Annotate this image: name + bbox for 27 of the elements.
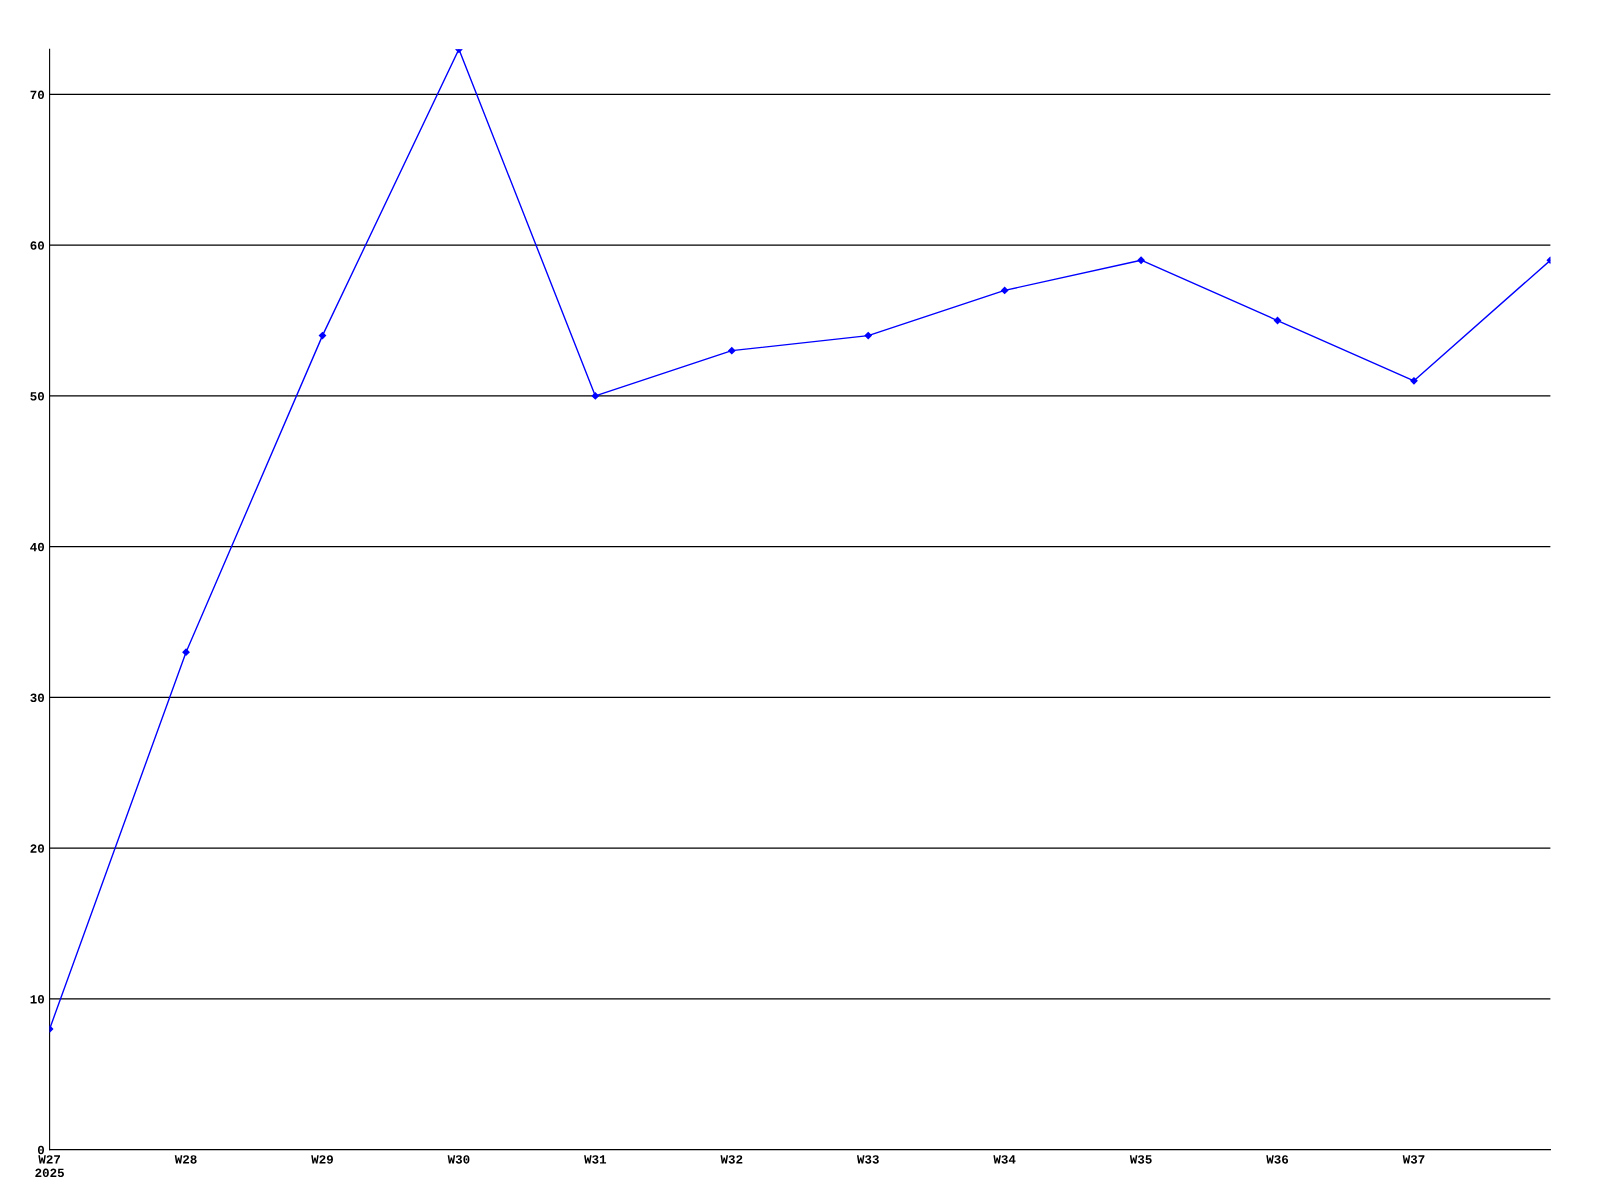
point xyxy=(728,347,736,355)
x-tick-label: W28 xyxy=(174,1155,197,1164)
x-tick-label: W27 2025 xyxy=(35,1155,64,1178)
point xyxy=(318,331,327,340)
point xyxy=(1137,256,1145,264)
y-tick-label: 30 xyxy=(30,693,45,703)
point xyxy=(864,331,872,340)
point xyxy=(1001,286,1009,295)
point xyxy=(182,648,190,656)
x-tick-label: W30 xyxy=(447,1155,470,1164)
y-tick-label: 20 xyxy=(30,844,45,853)
y-tick-label: 0 xyxy=(37,1145,45,1155)
y-tick-label: 50 xyxy=(30,392,45,401)
x-tick-label: W29 xyxy=(311,1155,333,1164)
x-tick-label: W34 xyxy=(993,1155,1016,1164)
x-tick-label: W36 xyxy=(1266,1155,1289,1164)
y-tick-label: 10 xyxy=(30,995,45,1004)
x-tick-label: W35 xyxy=(1129,1155,1152,1164)
point xyxy=(591,392,599,400)
x-tick-label: W37 xyxy=(1402,1155,1425,1164)
y-tick-label: 40 xyxy=(30,542,45,552)
y-tick-label: 70 xyxy=(30,90,45,100)
point xyxy=(1410,377,1418,385)
x-tick-label: W32 xyxy=(720,1155,743,1164)
x-tick-label: W33 xyxy=(856,1155,879,1164)
y-tick-label: 60 xyxy=(30,241,45,250)
x-tick-label: W31 xyxy=(584,1155,607,1164)
